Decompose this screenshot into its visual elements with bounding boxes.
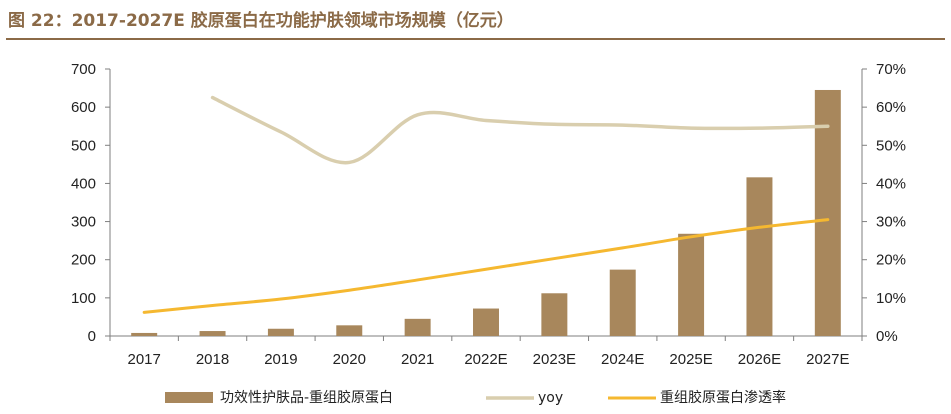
bar bbox=[678, 233, 705, 336]
penetration-line bbox=[142, 218, 830, 314]
x-tick-label: 2019 bbox=[264, 351, 297, 368]
bar bbox=[404, 318, 431, 336]
y-right-tick-label: 50% bbox=[876, 137, 906, 154]
x-tick-label: 2021 bbox=[401, 351, 434, 368]
y-left-tick-label: 200 bbox=[71, 252, 96, 269]
bar bbox=[267, 328, 294, 336]
x-tick-label: 2024E bbox=[601, 351, 644, 368]
y-right-tick-label: 20% bbox=[876, 252, 906, 269]
title-divider bbox=[6, 38, 945, 40]
y-right-tick-label: 70% bbox=[876, 61, 906, 78]
legend-swatch-bars bbox=[165, 392, 213, 403]
y-left-tick-label: 100 bbox=[71, 290, 96, 307]
legend-label-penetration: 重组胶原蛋白渗透率 bbox=[660, 389, 786, 406]
chart-title: 图 22：2017-2027E 胶原蛋白在功能护肤领域市场规模（亿元） bbox=[8, 11, 514, 31]
y-left-tick-label: 600 bbox=[71, 99, 96, 116]
bar bbox=[609, 269, 636, 336]
yoy-line bbox=[210, 95, 830, 165]
legend-label-yoy: yoy bbox=[538, 390, 563, 406]
x-tick-label: 2018 bbox=[196, 351, 229, 368]
x-tick-label: 2022E bbox=[464, 351, 507, 368]
y-left-tick-label: 700 bbox=[71, 61, 96, 78]
x-tick-label: 2020 bbox=[333, 351, 366, 368]
y-right-tick-label: 30% bbox=[876, 214, 906, 231]
x-tick-label: 2026E bbox=[738, 351, 781, 368]
x-tick-label: 2023E bbox=[533, 351, 576, 368]
bar bbox=[131, 332, 158, 336]
y-left-tick-label: 300 bbox=[71, 214, 96, 231]
bar bbox=[336, 325, 363, 336]
y-right-tick-label: 10% bbox=[876, 290, 906, 307]
legend-label-bars: 功效性护肤品-重组胶原蛋白 bbox=[220, 389, 393, 406]
y-left-tick-label: 400 bbox=[71, 175, 96, 192]
bar bbox=[541, 293, 568, 336]
y-left-tick-label: 500 bbox=[71, 137, 96, 154]
y-right-tick-label: 0% bbox=[876, 328, 898, 345]
bar bbox=[814, 89, 841, 336]
y-left-tick-label: 0 bbox=[88, 328, 96, 345]
bar bbox=[746, 177, 773, 336]
x-tick-label: 2017 bbox=[127, 351, 160, 368]
bar bbox=[199, 331, 226, 336]
y-right-tick-label: 60% bbox=[876, 99, 906, 116]
y-right-tick-label: 40% bbox=[876, 175, 906, 192]
bar bbox=[473, 308, 499, 336]
x-tick-label: 2027E bbox=[806, 351, 849, 368]
x-tick-label: 2025E bbox=[669, 351, 712, 368]
